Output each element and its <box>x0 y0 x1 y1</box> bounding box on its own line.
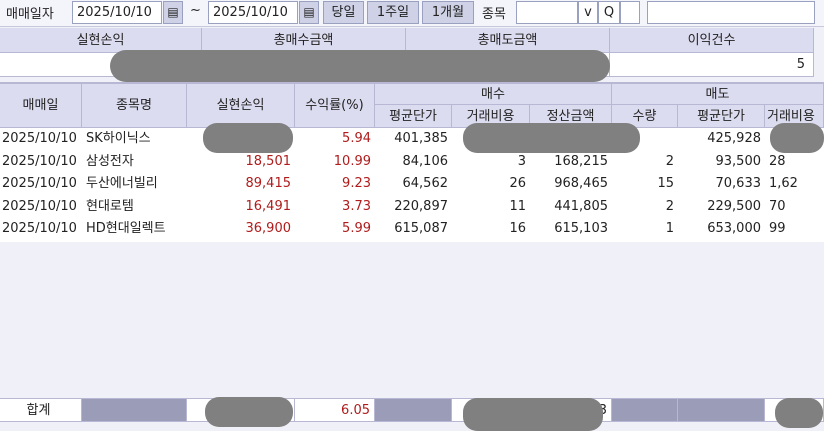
cell-name: 두산에너빌리 <box>86 176 158 191</box>
cell-sell-fee: 28 <box>769 153 786 169</box>
redaction <box>770 123 824 153</box>
tilde: ~ <box>190 3 201 18</box>
cell-rate: 9.23 <box>342 176 371 191</box>
totals-row: 합계 6.05 3 <box>0 398 824 422</box>
cell-date: 2025/10/10 <box>2 153 77 169</box>
cell-date: 2025/10/10 <box>2 131 77 146</box>
totals-rate: 6.05 <box>295 399 375 421</box>
cell-name: SK하이닉스 <box>86 131 151 146</box>
table-row[interactable]: 2025/10/10 삼성전자 18,501 10.99 84,106 3 168,215 2… <box>0 151 824 174</box>
cell-sell-qty: 15 <box>657 176 674 191</box>
redaction <box>110 50 610 82</box>
table-row[interactable]: 2025/10/10 HD현대일렉트 36,900 5.99 615,087 16 615,… <box>0 218 824 241</box>
stock-select[interactable] <box>516 1 578 24</box>
cell-sell-avg: 425,928 <box>707 131 761 146</box>
table-row[interactable]: 2025/10/10 현대로템 16,491 3.73 220,897 11 441,805… <box>0 196 824 219</box>
cell-name: 삼성전자 <box>86 153 134 169</box>
cell-name: 현대로템 <box>86 198 134 214</box>
redaction <box>203 123 293 153</box>
col-rate[interactable]: 수익률(%) <box>295 84 375 128</box>
cell-rate: 5.99 <box>342 221 371 236</box>
col-buy-fee[interactable]: 거래비용 <box>452 105 530 128</box>
cell-sell-avg: 229,500 <box>707 198 761 214</box>
week-button[interactable]: 1주일 <box>367 1 419 24</box>
stock-code-input[interactable] <box>620 1 640 24</box>
redaction <box>463 123 640 153</box>
cell-rate: 3.73 <box>342 198 371 214</box>
cell-buy-settle: 168,215 <box>554 153 608 169</box>
cell-buy-avg: 84,106 <box>402 153 449 169</box>
redaction <box>205 397 293 427</box>
cell-sell-fee: 70 <box>769 198 786 214</box>
date-label: 매매일자 <box>6 7 54 22</box>
cell-name: HD현대일렉트 <box>86 221 166 236</box>
calendar-icon[interactable]: ▤ <box>299 1 319 24</box>
month-button[interactable]: 1개월 <box>422 1 474 24</box>
calendar-icon[interactable]: ▤ <box>163 1 183 24</box>
col-group-buy: 매수 <box>375 84 612 105</box>
cell-buy-settle: 968,465 <box>554 176 608 191</box>
col-pnl[interactable]: 실현손익 <box>187 84 295 128</box>
redaction <box>463 398 603 431</box>
col-name[interactable]: 종목명 <box>82 84 187 128</box>
summary-profit-count: 5 <box>610 53 814 77</box>
stock-name-input[interactable] <box>647 1 815 24</box>
col-date[interactable]: 매매일 <box>0 84 82 128</box>
totals-cell <box>612 399 678 421</box>
cell-pnl: 18,501 <box>245 153 292 169</box>
summary-header-profit-count: 이익건수 <box>610 28 814 53</box>
cell-date: 2025/10/10 <box>2 198 77 214</box>
col-sell-avg[interactable]: 평균단가 <box>678 105 765 128</box>
redaction <box>775 398 823 428</box>
cell-buy-settle: 441,805 <box>554 198 608 214</box>
end-date-input[interactable]: 2025/10/10 <box>208 1 298 24</box>
cell-date: 2025/10/10 <box>2 221 77 236</box>
cell-pnl: 36,900 <box>245 221 292 236</box>
cell-buy-fee: 3 <box>517 153 526 169</box>
cell-sell-avg: 93,500 <box>715 153 762 169</box>
cell-buy-fee: 16 <box>509 221 526 236</box>
cell-sell-avg: 653,000 <box>707 221 761 236</box>
cell-sell-fee: 99 <box>769 221 786 236</box>
stock-label: 종목 <box>482 7 506 22</box>
totals-cell <box>678 399 765 421</box>
cell-buy-settle: 615,103 <box>554 221 608 236</box>
cell-sell-avg: 70,633 <box>715 176 762 191</box>
totals-label: 합계 <box>0 399 82 421</box>
start-date-input[interactable]: 2025/10/10 <box>72 1 162 24</box>
cell-sell-qty: 1 <box>665 221 674 236</box>
col-group-sell: 매도 <box>612 84 824 105</box>
col-sell-qty[interactable]: 수량 <box>612 105 678 128</box>
cell-buy-avg: 401,385 <box>394 131 448 146</box>
cell-sell-qty: 2 <box>665 153 674 169</box>
chevron-down-icon[interactable]: v <box>578 1 598 24</box>
cell-rate: 5.94 <box>342 131 371 146</box>
cell-buy-fee: 11 <box>509 198 526 214</box>
summary-header-pnl: 실현손익 <box>0 28 202 53</box>
cell-buy-avg: 615,087 <box>394 221 448 236</box>
cell-sell-qty: 2 <box>665 198 674 214</box>
totals-pnl <box>187 399 295 421</box>
summary-header-total-buy: 총매수금액 <box>202 28 406 53</box>
table-row[interactable]: 2025/10/10 두산에너빌리 89,415 9.23 64,562 26 968,46… <box>0 173 824 196</box>
cell-pnl: 89,415 <box>245 176 292 191</box>
search-icon[interactable]: Q <box>598 1 620 24</box>
totals-cell <box>375 399 452 421</box>
col-buy-avg[interactable]: 평균단가 <box>375 105 452 128</box>
totals-cell <box>82 399 187 421</box>
cell-rate: 10.99 <box>333 153 371 169</box>
cell-buy-avg: 220,897 <box>394 198 448 214</box>
cell-pnl: 16,491 <box>245 198 292 214</box>
today-button[interactable]: 당일 <box>323 1 364 24</box>
cell-date: 2025/10/10 <box>2 176 77 191</box>
cell-buy-avg: 64,562 <box>402 176 449 191</box>
cell-sell-fee: 1,62 <box>769 176 798 191</box>
cell-buy-fee: 26 <box>509 176 526 191</box>
table-row[interactable]: 2025/10/10 SK하이닉스 5.94 401,385 425,928 <box>0 128 824 151</box>
